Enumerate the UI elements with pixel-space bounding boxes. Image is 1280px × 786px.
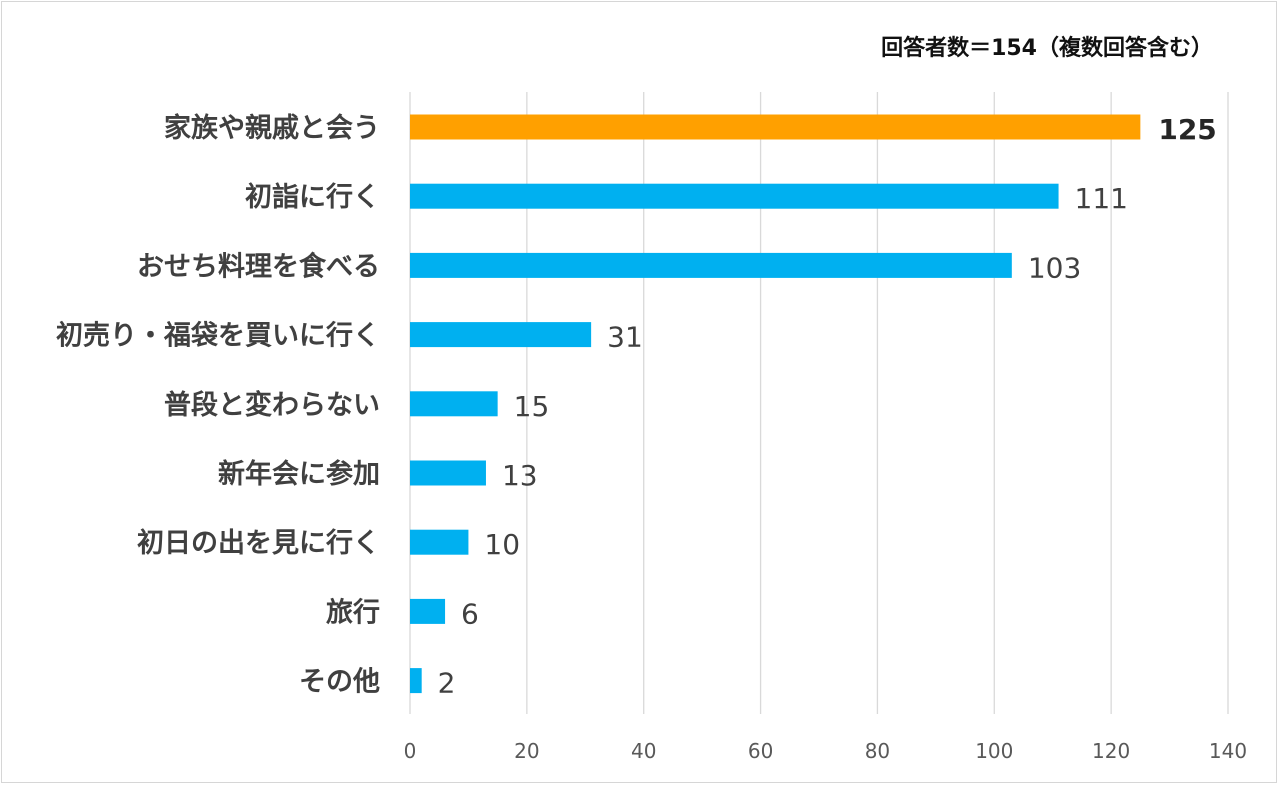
- data-label: 111: [1075, 182, 1128, 215]
- bar: [410, 183, 1059, 209]
- data-label: 13: [502, 459, 538, 492]
- respondent-note: 回答者数＝154（複数回答含む）: [881, 36, 1213, 61]
- category-label: 家族や親戚と会う: [164, 112, 380, 144]
- x-tick-label: 80: [865, 739, 890, 763]
- x-tick-label: 60: [748, 739, 773, 763]
- data-label: 6: [461, 597, 479, 630]
- x-tick-label: 100: [975, 739, 1013, 763]
- category-label: おせち料理を食べる: [137, 250, 380, 282]
- bar: [410, 668, 422, 694]
- data-label: 15: [514, 390, 550, 423]
- bar: [410, 252, 1012, 278]
- category-label: 旅行: [326, 596, 380, 628]
- bar: [410, 322, 592, 348]
- x-tick-label: 0: [404, 739, 417, 763]
- bar: [410, 114, 1141, 140]
- data-label: 10: [484, 528, 520, 561]
- category-label: 初日の出を見に行く: [137, 527, 380, 559]
- data-label: 31: [607, 321, 643, 354]
- x-tick-label: 120: [1092, 739, 1130, 763]
- category-label: その他: [299, 667, 380, 698]
- data-label: 125: [1158, 113, 1216, 146]
- category-label: 初詣に行く: [245, 181, 380, 213]
- bar: [410, 460, 486, 486]
- bar: [410, 529, 469, 555]
- x-tick-label: 140: [1209, 739, 1247, 763]
- data-label: 103: [1028, 251, 1081, 284]
- x-tick-label: 20: [514, 739, 539, 763]
- x-tick-label: 40: [631, 739, 656, 763]
- category-label: 新年会に参加: [218, 458, 380, 490]
- category-label: 初売り・福袋を買いに行く: [56, 320, 380, 352]
- bar: [410, 391, 498, 417]
- data-label: 2: [438, 667, 456, 700]
- bar: [410, 598, 446, 624]
- category-label: 普段と変わらない: [164, 389, 380, 421]
